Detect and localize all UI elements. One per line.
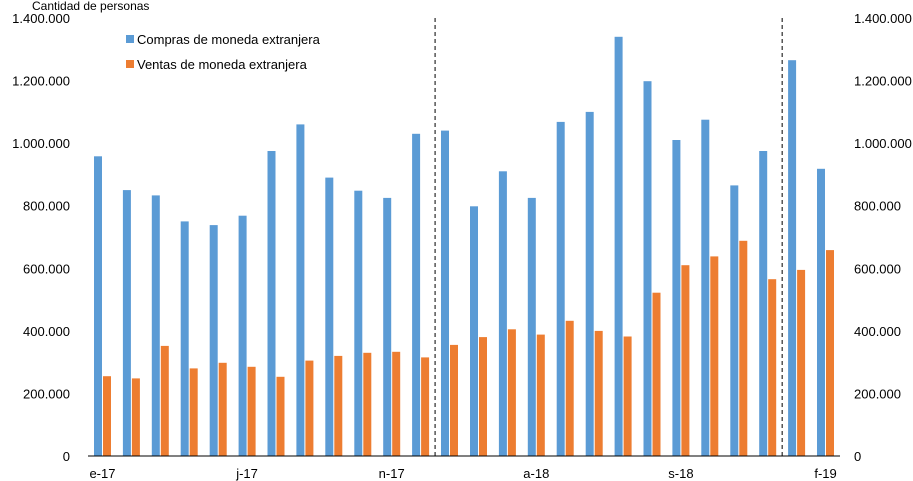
bar-ventas — [218, 362, 227, 456]
bar-ventas — [160, 345, 169, 456]
bar-ventas — [421, 357, 430, 456]
bar-compras — [209, 225, 218, 456]
bar-ventas — [247, 366, 256, 456]
y-tick-label-left: 0 — [63, 449, 70, 464]
bar-compras — [585, 111, 594, 457]
bar-ventas — [479, 337, 487, 456]
bar-compras — [238, 215, 247, 456]
bar-compras — [817, 168, 825, 457]
x-tick-label: n-17 — [379, 466, 405, 481]
y-tick-label-left: 1.000.000 — [12, 136, 70, 151]
y-tick-label-left: 600.000 — [23, 261, 70, 276]
bar-ventas — [305, 360, 314, 456]
bar-compras — [122, 190, 131, 456]
bar-ventas — [652, 292, 661, 456]
bar-compras — [94, 156, 102, 457]
y-tick-label-left: 400.000 — [23, 324, 70, 339]
legend-swatch-compras — [126, 35, 134, 43]
bar-ventas — [363, 352, 372, 456]
right-y-axis: 0 200.000 400.000 600.000 800.000 1.000.000 1.… — [854, 11, 912, 464]
y-tick-label-right: 1.200.000 — [854, 74, 912, 89]
y-tick-label-right: 200.000 — [854, 386, 901, 401]
bar-ventas — [739, 240, 748, 456]
bar-ventas — [536, 334, 545, 456]
bar-ventas — [103, 376, 111, 456]
bar-compras — [643, 81, 652, 456]
bar-ventas — [797, 269, 806, 456]
bars — [94, 36, 834, 457]
bar-ventas — [131, 378, 140, 456]
bar-ventas — [450, 344, 458, 456]
y-tick-label-left: 200.000 — [23, 386, 70, 401]
bar-ventas — [565, 320, 574, 456]
bar-compras — [441, 130, 449, 456]
legend: Compras de moneda extranjera Ventas de m… — [126, 32, 321, 72]
y-tick-label-right: 800.000 — [854, 199, 901, 214]
bar-compras — [672, 140, 681, 456]
bar-ventas — [392, 351, 401, 456]
bar-compras — [759, 151, 768, 456]
bar-compras — [354, 190, 363, 456]
bar-compras — [383, 197, 392, 456]
x-axis-ticks: e-17 j-17 n-17 a-18 s-18 f-19 — [89, 466, 836, 481]
bar-compras — [730, 185, 739, 456]
year-separators — [434, 18, 783, 456]
bar-ventas — [189, 368, 198, 456]
bar-ventas — [507, 329, 516, 456]
y-tick-label-right: 1.000.000 — [854, 136, 912, 151]
bar-ventas — [594, 330, 603, 456]
bar-compras — [470, 206, 478, 456]
y-axis-label: Cantidad de personas — [32, 0, 149, 13]
bar-ventas — [623, 336, 632, 456]
bar-compras — [296, 124, 305, 457]
y-tick-label-right: 600.000 — [854, 261, 901, 276]
bar-compras — [180, 221, 189, 456]
x-tick-label: s-18 — [668, 466, 693, 481]
y-tick-label-right: 1.400.000 — [854, 11, 912, 26]
bar-ventas — [768, 279, 777, 456]
bar-compras — [614, 36, 623, 457]
bar-ventas — [826, 250, 834, 456]
y-tick-label-right: 400.000 — [854, 324, 901, 339]
bar-compras — [701, 119, 710, 456]
y-tick-label-right: 0 — [854, 449, 861, 464]
left-y-axis: 0 200.000 400.000 600.000 800.000 1.000.000 1.… — [12, 11, 70, 464]
bar-compras — [412, 133, 421, 457]
bar-compras — [498, 171, 507, 457]
bar-compras — [788, 60, 797, 456]
bar-ventas — [681, 265, 690, 456]
bar-compras — [527, 197, 536, 456]
bar-ventas — [276, 376, 285, 456]
bar-ventas — [710, 256, 719, 456]
x-tick-label: f-19 — [814, 466, 836, 481]
bar-compras — [151, 195, 160, 456]
legend-label-compras: Compras de moneda extranjera — [137, 32, 321, 47]
bar-ventas — [334, 355, 343, 456]
legend-label-ventas: Ventas de moneda extranjera — [137, 57, 308, 72]
x-tick-label: e-17 — [89, 466, 115, 481]
x-tick-label: j-17 — [235, 466, 258, 481]
y-tick-label-left: 1.400.000 — [12, 11, 70, 26]
x-tick-label: a-18 — [523, 466, 549, 481]
y-tick-label-left: 800.000 — [23, 199, 70, 214]
bar-compras — [556, 121, 565, 457]
y-tick-label-left: 1.200.000 — [12, 74, 70, 89]
bar-compras — [325, 177, 334, 456]
legend-swatch-ventas — [126, 60, 134, 68]
bar-compras — [267, 151, 276, 456]
